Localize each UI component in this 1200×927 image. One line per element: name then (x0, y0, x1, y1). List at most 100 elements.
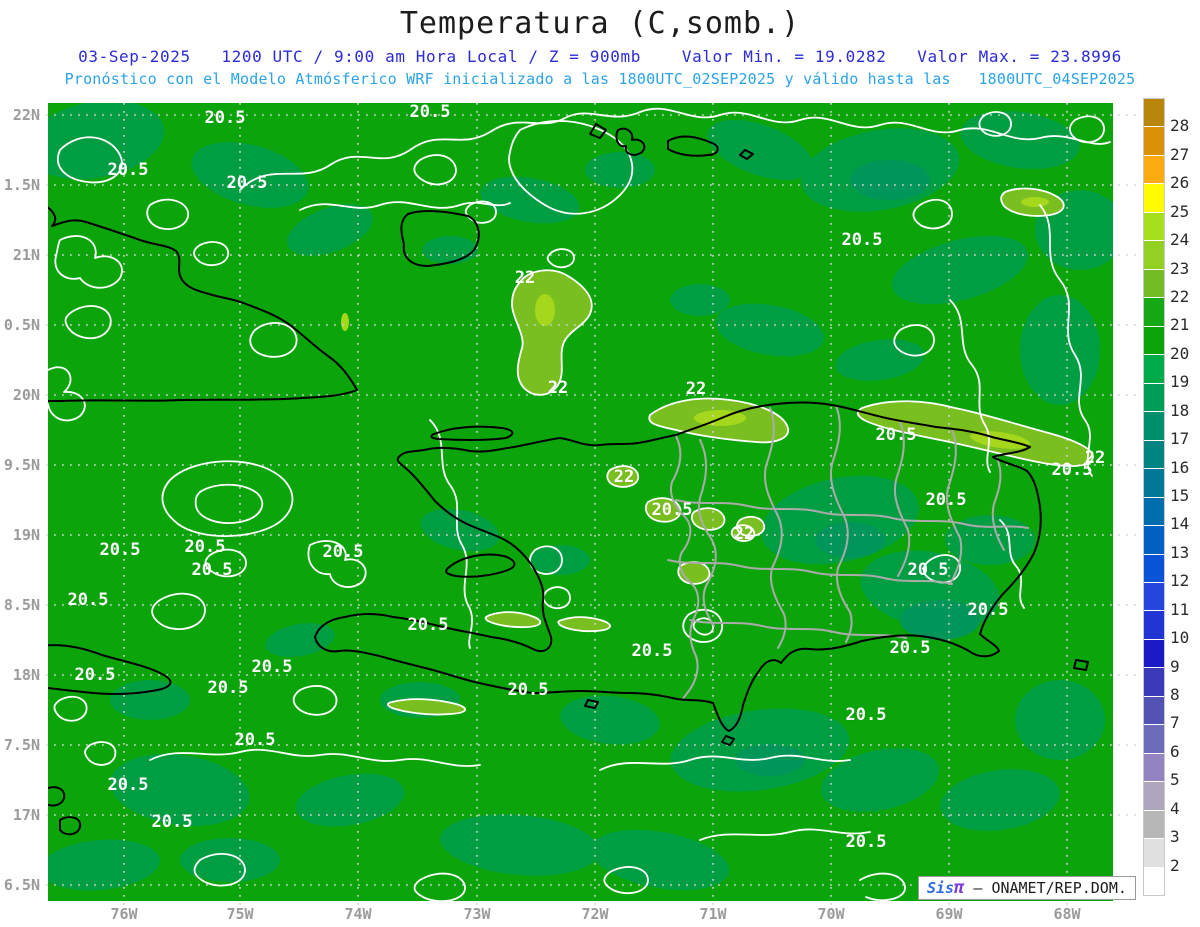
sispi-logo-sis: Sis (927, 879, 955, 897)
credit-separator (964, 879, 973, 897)
lon-axis-label: 74W (344, 905, 372, 923)
admin-boundaries-layer (667, 405, 1029, 701)
colorbar-segment (1144, 525, 1164, 554)
temperature-colorbar (1143, 98, 1165, 896)
lat-axis-label: 20N (12, 386, 40, 404)
colorbar-segment (1144, 667, 1164, 696)
colorbar-segment (1144, 382, 1164, 412)
colorbar-tick-label: 18 (1170, 400, 1190, 420)
colorbar-tick-label: 24 (1170, 230, 1190, 250)
colorbar-segment (1144, 325, 1164, 355)
lon-axis-label: 70W (817, 905, 845, 923)
contour-label: 20.5 (507, 680, 549, 700)
contour-label: 20.5 (967, 600, 1009, 620)
colorbar-segment (1144, 126, 1164, 155)
lat-axis-label: 6.5N (3, 876, 40, 894)
contour-lines-layer (48, 107, 1111, 901)
contour-label: 20.5 (907, 560, 949, 580)
contour-label: 20.5 (322, 542, 364, 562)
colorbar-segment (1144, 297, 1164, 326)
colorbar-segment (1144, 866, 1164, 896)
colorbar-segment (1144, 610, 1164, 639)
colorbar-tick-label: 16 (1170, 457, 1190, 477)
contour-label: 20.5 (99, 540, 141, 560)
colorbar-segment (1144, 468, 1164, 497)
contour-label: 20.5 (889, 638, 931, 658)
colorbar-segment (1144, 781, 1164, 810)
contour-label: 20.5 (409, 102, 451, 122)
page-title: Temperatura (C,somb.) (399, 6, 801, 41)
contour-label: 20.5 (1051, 460, 1093, 480)
colorbar-segment (1144, 211, 1164, 241)
colorbar-tick-label: 10 (1170, 628, 1190, 648)
colorbar-tick-label: 19 (1170, 372, 1190, 392)
colorbar-segment (1144, 638, 1164, 668)
colorbar-tick-label: 11 (1170, 599, 1190, 619)
sispi-logo-pi: π (954, 878, 965, 898)
colorbar-segment (1144, 183, 1164, 212)
contour-label: 22 (685, 379, 707, 399)
colorbar-tick-label: 17 (1170, 429, 1190, 449)
colorbar-tick-label: 15 (1170, 486, 1190, 505)
contour-label: 20.5 (107, 775, 149, 795)
credit-org-text: – ONAMET/REP.DOM. (973, 879, 1127, 897)
contour-label: 20.5 (845, 832, 887, 852)
lat-axis-label: 8.5N (3, 596, 40, 614)
contour-label: 20.5 (67, 590, 109, 610)
colorbar-tick-label: 20 (1170, 343, 1190, 363)
colorbar-tick-label: 14 (1170, 514, 1190, 534)
contour-label: 22 (1084, 448, 1106, 468)
colorbar-tick-label: 26 (1170, 173, 1190, 193)
contour-label: 22 (514, 268, 536, 288)
colorbar-tick-label: 21 (1170, 315, 1190, 335)
contour-label: 20.5 (845, 705, 887, 725)
colorbar-segment (1144, 809, 1164, 839)
colorbar-tick-label: 7 (1170, 713, 1180, 733)
contour-label: 20.5 (407, 615, 449, 635)
lat-axis-label: 0.5N (3, 316, 40, 334)
colorbar-segment (1144, 553, 1164, 582)
colorbar-tick-label: 4 (1170, 798, 1180, 818)
forecast-datetime-line: 03-Sep-2025 1200 UTC / 9:00 am Hora Loca… (78, 47, 1122, 66)
colorbar-segment (1144, 695, 1164, 725)
lat-axis-label: 1.5N (3, 176, 40, 194)
colorbar-segment (1144, 411, 1164, 440)
colorbar-segment (1144, 724, 1164, 753)
colorbar-tick-label: 25 (1170, 201, 1190, 221)
contour-label: 20.5 (631, 641, 673, 661)
contour-label: 20.5 (207, 678, 249, 698)
colorbar-tick-label: 9 (1170, 656, 1180, 676)
temperature-field-layer (48, 103, 1113, 901)
contour-label: 20.5 (651, 500, 693, 520)
lon-axis-label: 72W (581, 905, 609, 923)
contour-label: 22 (733, 524, 755, 544)
colorbar-tick-label: 27 (1170, 144, 1190, 164)
lon-axis-label: 71W (699, 905, 727, 923)
contour-label: 20.5 (74, 665, 116, 685)
lat-axis-label: 21N (12, 246, 40, 264)
contour-label: 20.5 (204, 108, 246, 128)
contour-label: 20.5 (184, 537, 226, 557)
lat-axis-label: 19N (12, 526, 40, 544)
colorbar-tick-label: 23 (1170, 258, 1190, 278)
contour-label: 20.5 (151, 812, 193, 832)
lon-axis-label: 75W (226, 905, 254, 923)
lat-axis-label: 22N (12, 106, 40, 124)
colorbar-segment (1144, 354, 1164, 383)
lon-axis-label: 69W (935, 905, 963, 923)
colorbar-segment (1144, 154, 1164, 184)
colorbar-segment (1144, 439, 1164, 469)
colorbar-tick-label: 22 (1170, 287, 1190, 306)
lat-axis-label: 9.5N (3, 456, 40, 474)
lat-axis-label: 7.5N (3, 736, 40, 754)
contour-label: 20.5 (191, 560, 233, 580)
colorbar-tick-label: 2 (1170, 855, 1180, 875)
contour-label: 20.5 (226, 173, 268, 193)
contour-label: 20.5 (875, 425, 917, 445)
contour-label: 22 (613, 467, 635, 487)
contour-label: 20.5 (251, 657, 293, 677)
colorbar-tick-label: 12 (1170, 571, 1190, 591)
colorbar-segment (1144, 240, 1164, 269)
credit-box: Sis π – ONAMET/REP.DOM. (918, 876, 1136, 900)
